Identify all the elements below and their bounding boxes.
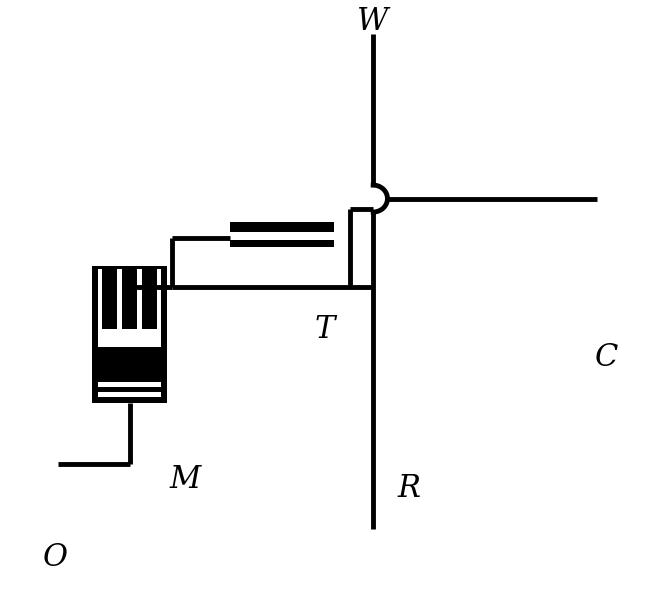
Bar — [99, 392, 161, 397]
Text: W: W — [358, 6, 389, 37]
Bar — [142, 269, 158, 329]
Text: O: O — [43, 542, 67, 573]
Bar — [230, 222, 334, 232]
Text: M: M — [169, 464, 201, 495]
Bar — [122, 269, 138, 329]
Text: C: C — [595, 342, 618, 373]
Text: R: R — [397, 474, 421, 504]
Bar — [102, 269, 117, 329]
Bar — [230, 240, 334, 247]
Text: T: T — [314, 315, 335, 345]
Bar — [99, 382, 161, 387]
Bar — [93, 266, 167, 403]
Bar — [99, 269, 161, 347]
